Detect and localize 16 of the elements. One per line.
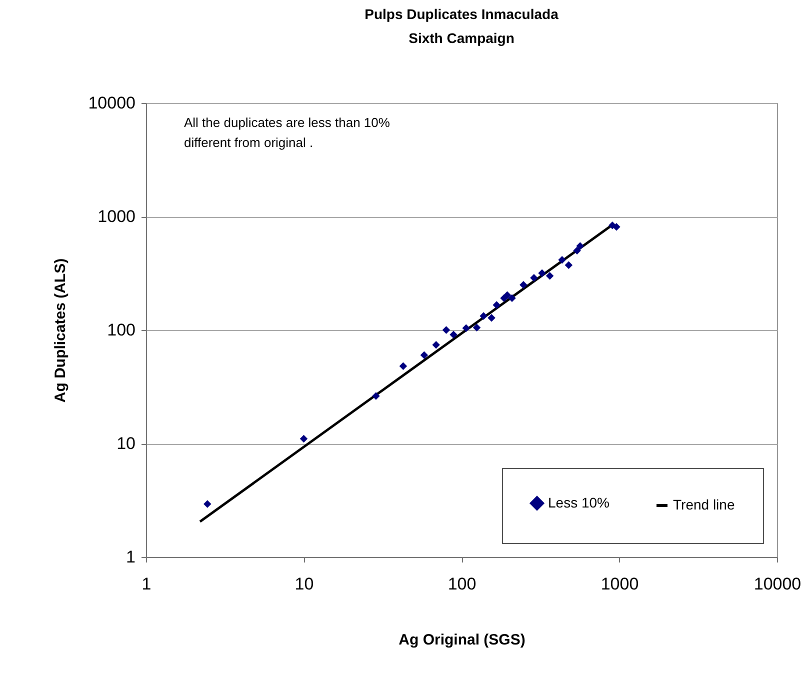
x-tick-label: 1000 (600, 574, 639, 594)
y-tick-label: 1000 (98, 207, 136, 226)
y-tick-label: 1 (126, 548, 136, 566)
x-tick-label: 1 (142, 574, 152, 594)
x-axis-title: Ag Original (SGS) (398, 632, 526, 648)
x-tick-label: 10 (294, 574, 314, 594)
y-tick-label: 10 (116, 434, 136, 453)
legend-label: Trend line (673, 496, 735, 512)
y-tick-label: 100 (107, 320, 136, 340)
x-tick-label: 100 (448, 574, 476, 594)
y-axis-title: Ag Duplicates (ALS) (52, 258, 70, 403)
chart-title: Pulps Duplicates Inmaculada Sixth Campaign (364, 6, 559, 46)
annotation: All the duplicates are less than 10% different from original . (184, 115, 390, 150)
y-tick-label: 10000 (88, 94, 136, 112)
legend-label: Less 10% (548, 494, 610, 510)
x-tick-label: 10000 (754, 574, 802, 594)
